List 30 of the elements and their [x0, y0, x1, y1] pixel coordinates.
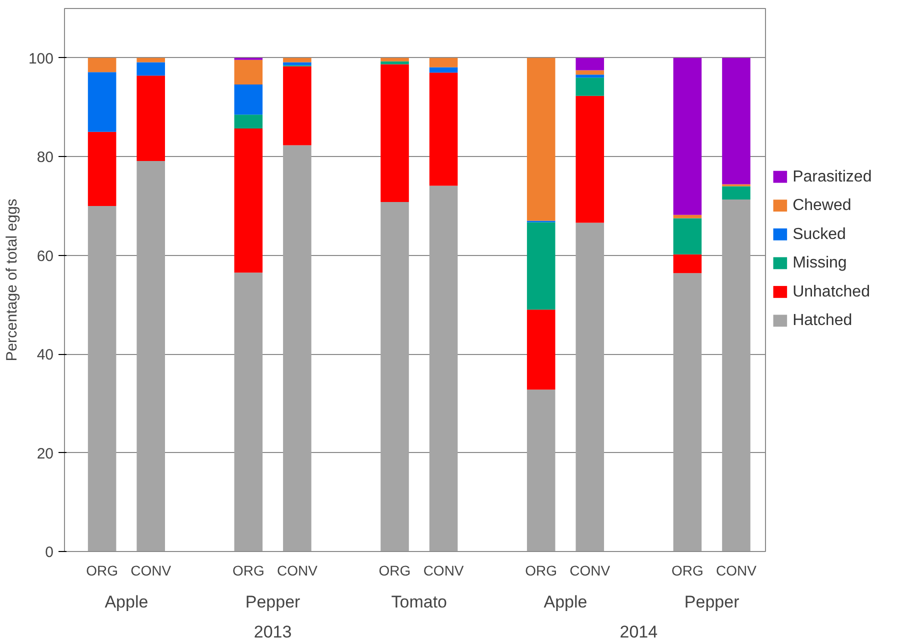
legend-label: Unhatched	[792, 283, 870, 300]
text: Apple	[544, 592, 588, 612]
legend-label: Parasitized	[792, 168, 872, 186]
x-tick-label: ORG	[232, 562, 264, 578]
text: Tomato	[391, 592, 448, 612]
x-tick-label: ORG	[525, 562, 558, 578]
text: Pepper	[245, 592, 301, 612]
x-tick-label: CONV	[423, 562, 464, 578]
text: Apple	[104, 592, 148, 612]
y-tick-label: 0	[45, 544, 54, 561]
y-tick-label: 100	[28, 50, 54, 68]
x-tick-label: ORG	[86, 562, 118, 578]
x-tick-label: CONV	[130, 562, 172, 578]
x-tick-label: ORG	[672, 562, 704, 578]
text: 2014	[620, 622, 658, 642]
y-axis-title: Percentage of total eggs	[3, 198, 20, 362]
text: Pepper	[684, 592, 740, 612]
legend-label: Hatched	[792, 312, 852, 330]
x-tick-label: CONV	[276, 562, 318, 578]
y-tick-label: 40	[36, 346, 54, 364]
x-tick-label: ORG	[378, 562, 411, 578]
legend-label: Missing	[792, 254, 847, 272]
x-tick-label: CONV	[716, 562, 758, 578]
legend-label: Sucked	[792, 226, 846, 243]
y-tick-label: 60	[36, 248, 54, 265]
text: 2013	[254, 622, 292, 642]
y-tick-label: 80	[36, 149, 54, 166]
y-tick-label: 20	[36, 445, 54, 462]
legend-label: Chewed	[792, 197, 852, 214]
x-tick-label: CONV	[570, 562, 611, 578]
